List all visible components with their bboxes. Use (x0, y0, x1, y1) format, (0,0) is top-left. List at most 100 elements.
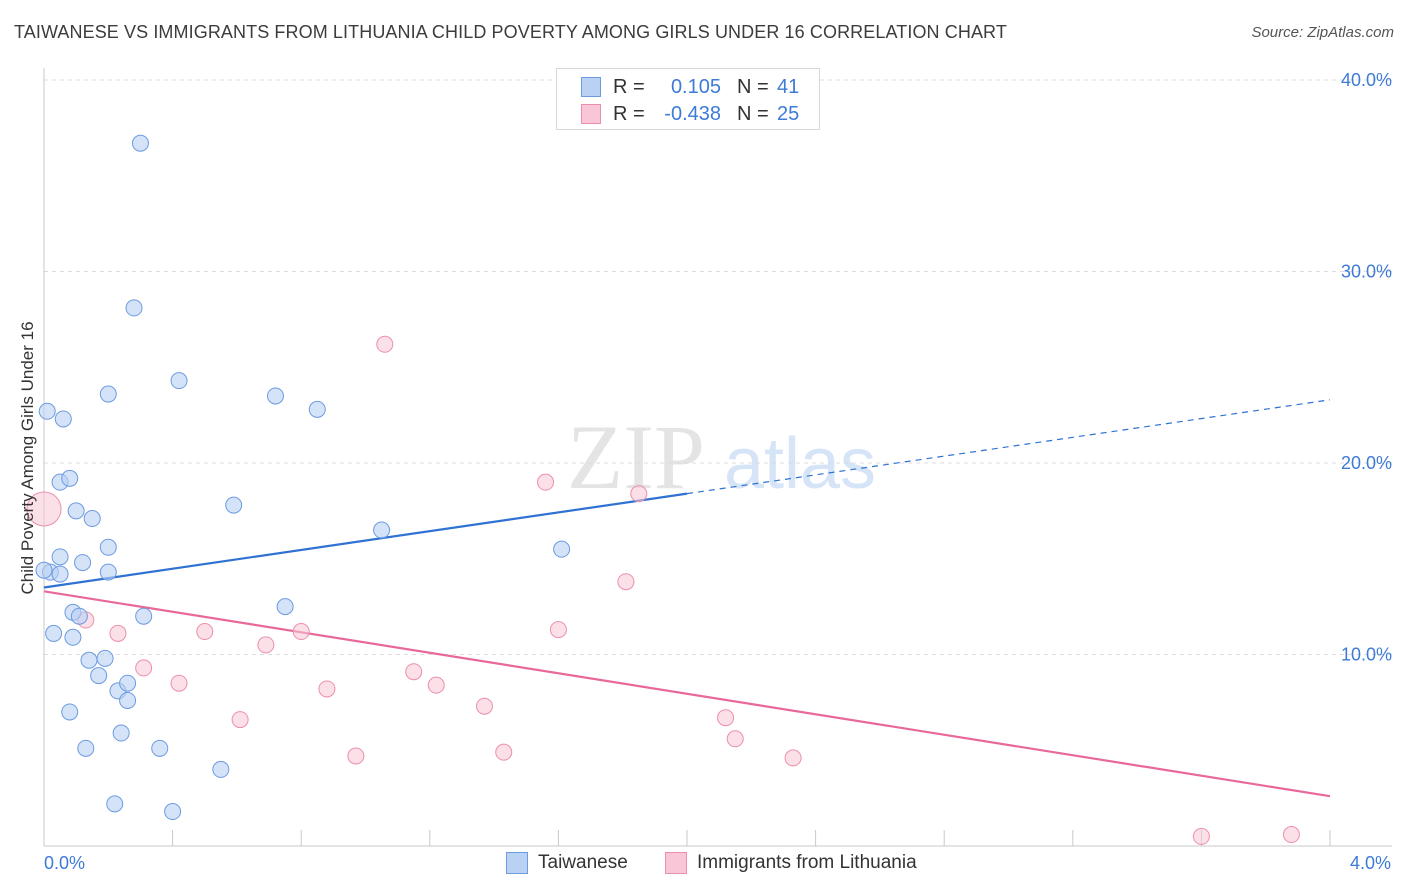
y-tick-labels: 10.0% 20.0% 30.0% 40.0% (1341, 70, 1392, 665)
point-taiwanese (135, 607, 153, 625)
data-points (26, 134, 1300, 845)
point-taiwanese (90, 667, 108, 685)
point-taiwanese (553, 540, 571, 558)
point-taiwanese (276, 598, 294, 616)
source-label: Source: ZipAtlas.com (1251, 24, 1394, 41)
point-lithuania (475, 697, 493, 715)
point-taiwanese (151, 739, 169, 757)
point-taiwanese (131, 134, 149, 152)
point-lithuania (376, 335, 394, 353)
point-taiwanese (38, 402, 56, 420)
series-legend: Taiwanese Immigrants from Lithuania (0, 852, 1406, 878)
point-lithuania (109, 624, 127, 642)
point-taiwanese (119, 691, 137, 709)
legend-row-taiwanese: R = 0.105 N = 41 (581, 74, 799, 100)
legend-n-label: N = (737, 75, 769, 98)
legend-r-label: R = (613, 75, 645, 98)
point-lithuania (717, 709, 735, 727)
point-lithuania (726, 730, 744, 748)
y-tick-label: 20.0% (1341, 453, 1392, 473)
point-lithuania (196, 623, 214, 641)
x-tick-label-min: 0.0% (44, 853, 86, 873)
trend-line-lithuania (43, 590, 1331, 798)
point-taiwanese (308, 400, 326, 418)
y-tick-label: 40.0% (1341, 70, 1392, 90)
legend-swatch-taiwanese (581, 77, 601, 97)
legend-item-lithuania[interactable]: Immigrants from Lithuania (665, 852, 917, 874)
legend-r-label: R = (613, 102, 645, 125)
point-taiwanese (106, 795, 124, 813)
point-taiwanese (266, 387, 284, 405)
legend-n-value: 25 (777, 102, 800, 125)
point-lithuania (135, 659, 153, 677)
point-taiwanese (35, 561, 53, 579)
point-taiwanese (99, 385, 117, 403)
point-taiwanese (54, 410, 72, 428)
point-taiwanese (112, 724, 130, 742)
point-lithuania (617, 573, 635, 591)
point-lithuania (405, 663, 423, 681)
point-taiwanese (70, 607, 88, 625)
legend-n-label: N = (737, 102, 769, 125)
legend-label-taiwanese: Taiwanese (538, 852, 628, 873)
point-lithuania (630, 485, 648, 503)
point-lithuania (318, 680, 336, 698)
legend-swatch-lithuania (581, 104, 601, 124)
point-lithuania (784, 749, 802, 767)
trend-line-taiwanese (43, 492, 688, 589)
legend-swatch-taiwanese (506, 852, 528, 874)
point-lithuania (427, 676, 445, 694)
point-taiwanese (74, 554, 92, 572)
point-lithuania (257, 636, 275, 654)
legend-swatch-lithuania (665, 852, 687, 874)
y-tick-label: 30.0% (1341, 262, 1392, 282)
stats-legend: R = 0.105 N = 41 R = -0.438 N = 25 (556, 68, 820, 130)
point-lithuania (549, 621, 567, 639)
legend-n-value: 41 (777, 75, 800, 98)
point-taiwanese (96, 649, 114, 667)
point-taiwanese (170, 372, 188, 390)
point-lithuania (1192, 827, 1210, 845)
watermark-atlas: atlas (724, 424, 876, 504)
x-tick-label-max: 4.0% (1350, 853, 1392, 873)
point-lithuania (292, 623, 310, 641)
point-taiwanese (77, 739, 95, 757)
point-lithuania (26, 491, 62, 527)
grid-lines (44, 79, 1392, 655)
point-lithuania (537, 473, 555, 491)
point-taiwanese (51, 565, 69, 583)
point-taiwanese (67, 502, 85, 520)
legend-row-lithuania: R = -0.438 N = 25 (581, 101, 799, 127)
y-axis-label: Child Poverty Among Girls Under 16 (18, 321, 37, 595)
point-taiwanese (64, 628, 82, 646)
point-taiwanese (212, 760, 230, 778)
point-taiwanese (119, 674, 137, 692)
point-taiwanese (83, 510, 101, 528)
point-taiwanese (373, 521, 391, 539)
point-taiwanese (125, 299, 143, 317)
point-lithuania (231, 711, 249, 729)
legend-label-lithuania: Immigrants from Lithuania (697, 852, 917, 873)
point-lithuania (170, 674, 188, 692)
point-taiwanese (51, 548, 69, 566)
legend-r-value: -0.438 (664, 102, 721, 125)
point-taiwanese (225, 496, 243, 514)
chart-title: TAIWANESE VS IMMIGRANTS FROM LITHUANIA C… (14, 22, 1007, 42)
point-lithuania (495, 743, 513, 761)
legend-r-value: 0.105 (670, 75, 721, 98)
point-taiwanese (61, 469, 79, 487)
point-lithuania (347, 747, 365, 765)
trend-lines (43, 399, 1331, 798)
point-taiwanese (164, 803, 182, 821)
y-tick-label: 10.0% (1341, 645, 1392, 665)
point-taiwanese (99, 563, 117, 581)
legend-item-taiwanese[interactable]: Taiwanese (506, 852, 628, 874)
trend-line-taiwanese-extension (686, 399, 1331, 495)
point-taiwanese (45, 624, 63, 642)
point-taiwanese (99, 538, 117, 556)
point-taiwanese (61, 703, 79, 721)
point-lithuania (1282, 826, 1300, 844)
point-taiwanese (80, 651, 98, 669)
axes (43, 68, 1392, 847)
